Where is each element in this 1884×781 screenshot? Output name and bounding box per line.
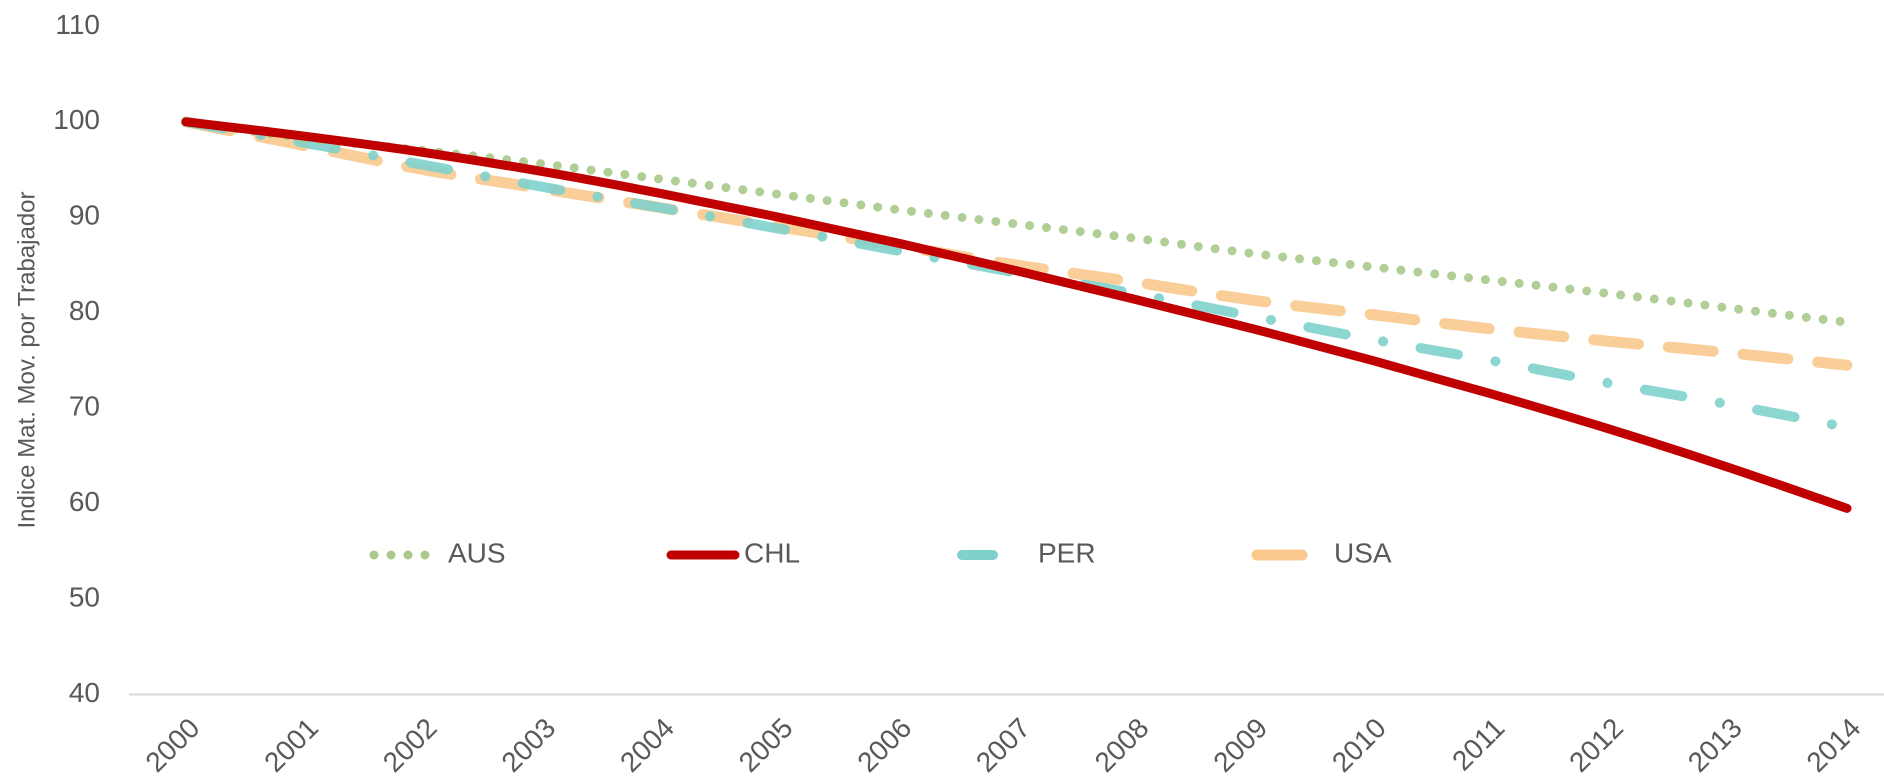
y-tick-label: 70	[69, 391, 100, 422]
y-tick-label: 100	[53, 104, 100, 135]
x-tick-label: 2009	[1207, 712, 1273, 778]
y-axis-label: Indice Mat. Mov. por Trabajador	[13, 191, 40, 528]
x-tick-label: 2013	[1682, 712, 1748, 778]
x-tick-label: 2005	[733, 712, 799, 778]
y-tick-label: 50	[69, 581, 100, 612]
x-tick-label: 2003	[495, 712, 561, 778]
x-tick-label: 2014	[1800, 712, 1866, 778]
line-series	[181, 117, 1852, 513]
y-tick-label: 60	[69, 486, 100, 517]
y-tick-label: 80	[69, 295, 100, 326]
x-tick-label: 2000	[139, 712, 205, 778]
legend-label: PER	[1038, 537, 1096, 568]
x-tick-label: 2010	[1326, 712, 1392, 778]
x-tick-label: 2008	[1089, 712, 1155, 778]
legend-label: USA	[1334, 537, 1392, 568]
x-tick-label: 2006	[851, 712, 917, 778]
x-tick-label: 2012	[1563, 712, 1629, 778]
x-tick-label: 2011	[1446, 712, 1511, 777]
x-tick-label: 2004	[614, 712, 680, 778]
x-tick-label: 2001	[258, 712, 324, 778]
legend-label: CHL	[744, 537, 800, 568]
line-series	[181, 116, 1852, 433]
legend-label: AUS	[448, 537, 506, 568]
y-tick-label: 110	[55, 9, 100, 40]
y-tick-label: 90	[69, 200, 100, 231]
x-tick-label: 2002	[377, 712, 443, 778]
x-tick-label: 2007	[970, 712, 1036, 778]
y-tick-label: 40	[69, 677, 100, 708]
